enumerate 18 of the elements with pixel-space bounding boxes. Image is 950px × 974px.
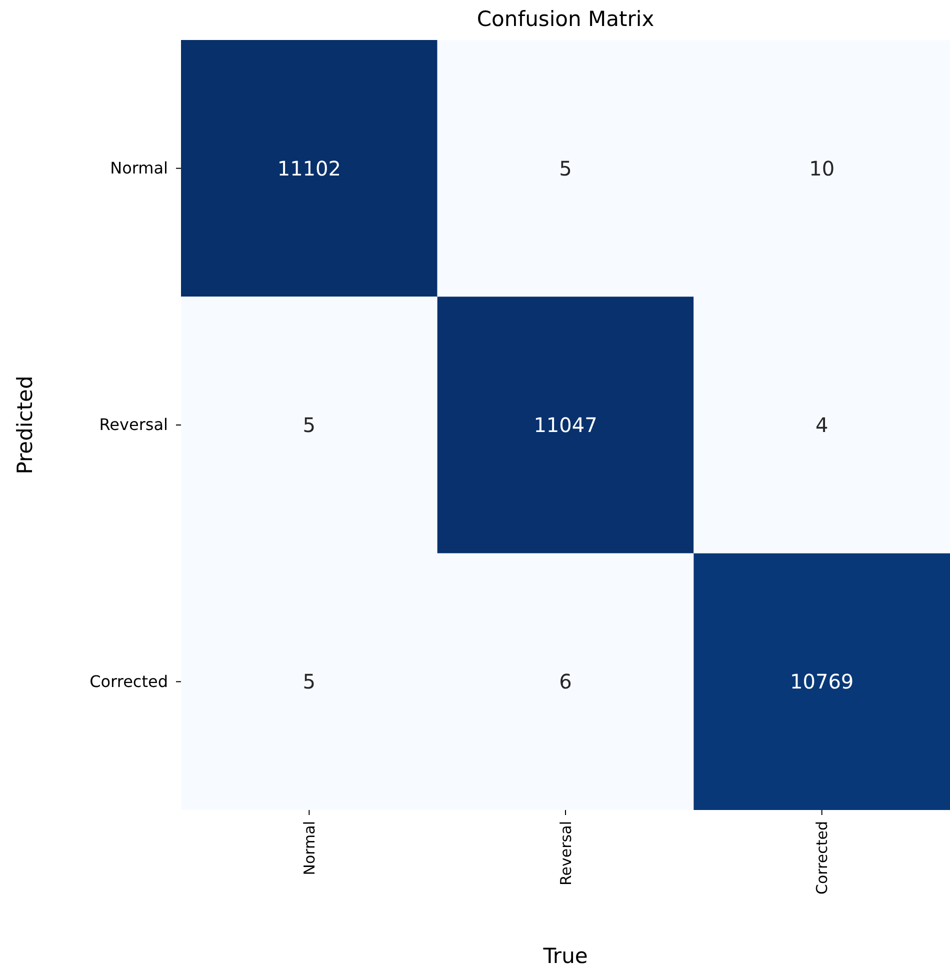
data-label: 4 <box>815 413 828 437</box>
x-tick-label: Reversal <box>556 821 575 886</box>
data-label: 5 <box>302 670 316 694</box>
data-label: 6 <box>559 670 572 694</box>
data-label: 11047 <box>534 413 598 437</box>
y-tick-label: Normal <box>110 158 168 178</box>
data-label: 5 <box>302 413 316 437</box>
data-label: 5 <box>559 156 572 180</box>
chart-title: Confusion Matrix <box>476 7 654 31</box>
y-axis-title: Predicted <box>13 376 37 474</box>
data-label: 11102 <box>277 156 341 180</box>
x-tick-label: Normal <box>300 821 318 876</box>
x-axis-title: True <box>542 944 588 968</box>
y-tick-label: Reversal <box>99 415 168 434</box>
y-tick-label: Corrected <box>90 672 168 691</box>
data-label: 10769 <box>790 670 854 694</box>
x-tick-label: Corrected <box>813 821 832 894</box>
data-label: 10 <box>809 156 835 180</box>
